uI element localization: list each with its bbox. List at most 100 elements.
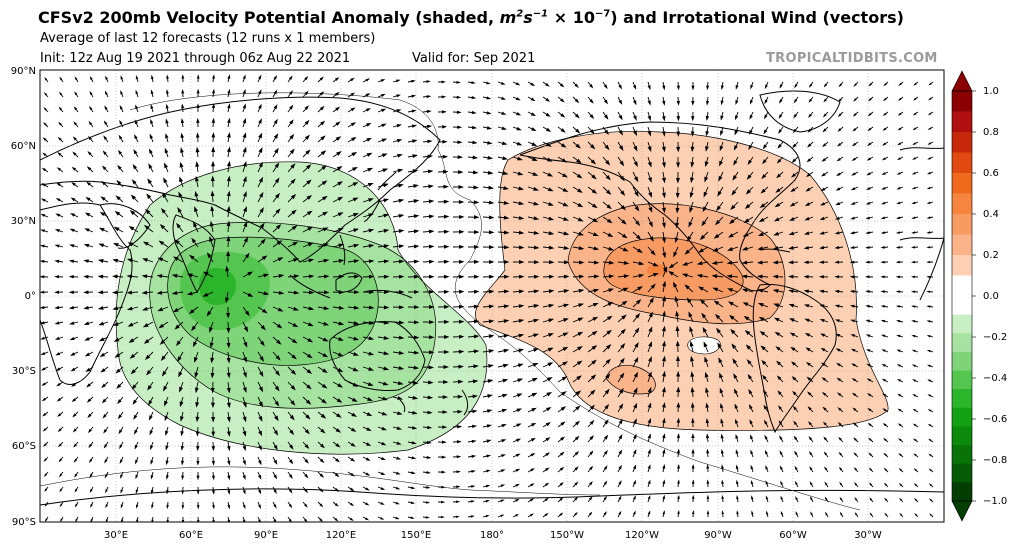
wind-vector-head [159, 339, 166, 345]
wind-vector-head [533, 216, 540, 221]
wind-vector-head [547, 172, 554, 177]
wind-vector-head [588, 511, 593, 516]
wind-vector-head [822, 421, 827, 426]
wind-vector-head [622, 287, 629, 292]
wind-vector-head [926, 246, 931, 249]
wind-vector-head [759, 203, 766, 209]
wind-vector-head [276, 339, 282, 345]
wind-vector-head [911, 349, 916, 353]
wind-vector-head [516, 126, 522, 131]
wind-vector-head [242, 103, 246, 109]
wind-vector-head [559, 451, 565, 456]
wind-vector-head [776, 173, 782, 179]
wind-vector-head [398, 198, 405, 203]
wind-vector-head [288, 503, 293, 509]
wind-vector-head [242, 416, 247, 423]
wind-vector-head [40, 244, 45, 248]
wind-vector-head [164, 147, 169, 154]
wind-vector-head [912, 142, 917, 146]
wind-vector-head [661, 370, 666, 377]
wind-vector-head [603, 449, 608, 455]
wind-vector-head [335, 458, 340, 463]
wind-vector-head [56, 182, 61, 187]
wind-vector-head [470, 500, 476, 503]
wind-vector-head [735, 100, 739, 106]
wind-vector-head [74, 473, 78, 478]
colorbar-segment [952, 389, 972, 409]
wind-vector-head [808, 83, 813, 88]
wind-vector-head [398, 335, 405, 340]
wind-vector-head [365, 472, 371, 476]
wind-vector-head [605, 175, 611, 181]
wind-vector-head [396, 456, 402, 460]
wind-vector-head [742, 232, 749, 237]
wind-vector-head [788, 231, 795, 236]
wind-vector-head [733, 145, 738, 151]
wind-vector-head [278, 290, 285, 295]
wind-vector-head [147, 178, 153, 184]
wind-vector-head [90, 503, 93, 508]
wind-vector-head [721, 479, 724, 484]
wind-vector-head [712, 247, 719, 252]
wind-vector-head [589, 480, 593, 486]
wind-vector-head [350, 442, 356, 447]
wind-vector-head [307, 242, 314, 247]
wind-vector-head [865, 304, 870, 308]
wind-vector-head [880, 290, 885, 294]
wind-vector-head [383, 366, 390, 371]
wind-vector-head [706, 85, 710, 91]
wind-vector-head [471, 470, 476, 473]
wind-vector-head [242, 387, 247, 393]
wind-vector-head [148, 163, 153, 169]
wind-vector-head [486, 111, 492, 115]
wind-vector-head [757, 303, 764, 307]
wind-vector-head [637, 286, 643, 291]
wind-vector-head [647, 386, 652, 393]
wind-vector-head [756, 274, 763, 279]
wind-vector-head [591, 174, 597, 180]
wind-vector-head [381, 441, 387, 446]
wind-vector-head [721, 510, 724, 515]
wind-vector-head [838, 436, 842, 441]
wind-vector-head [727, 288, 733, 293]
wind-vector-head [736, 510, 739, 515]
wind-vector-head [321, 383, 328, 389]
wind-vector-head [320, 135, 326, 141]
irrotational-wind-vectors [40, 74, 934, 522]
wind-vector-head [144, 354, 151, 360]
wind-vector-head [443, 334, 450, 339]
lat-label-60n: 60°N [11, 141, 36, 152]
wind-vector-head [676, 433, 681, 439]
wind-vector-head [633, 387, 638, 394]
wind-vector-head [882, 422, 887, 427]
wind-vector-head [291, 338, 298, 344]
wind-vector-head [913, 438, 917, 442]
wind-vector-head [589, 404, 595, 410]
wind-vector-head [366, 137, 372, 142]
colorbar-segment [952, 463, 972, 483]
wind-vector-head [352, 213, 359, 217]
wind-vector-head [741, 260, 748, 265]
wind-vector-head [544, 497, 549, 502]
wind-vector-head [40, 198, 46, 202]
wind-vector-head [750, 84, 754, 90]
wind-vector-head [177, 206, 182, 213]
wind-vector-head [652, 273, 659, 277]
wind-vector-head [368, 290, 375, 295]
wind-vector-head [350, 457, 356, 462]
wind-vector-head [603, 434, 609, 440]
wind-vector-head [591, 203, 598, 209]
wind-vector-head [227, 460, 231, 466]
wind-vector-head [633, 418, 637, 424]
wind-vector-head [381, 456, 386, 461]
wind-vector-head [258, 89, 262, 95]
wind-vector-head [458, 334, 465, 339]
wind-vector-head [350, 77, 355, 82]
wind-vector-head [822, 113, 827, 118]
wind-vector-head [637, 248, 643, 253]
wind-vector-head [180, 445, 185, 451]
wind-vector-head [383, 305, 390, 310]
wind-vector-head [259, 207, 264, 213]
wind-vector-head [792, 405, 797, 411]
wind-vector-head [647, 115, 651, 122]
